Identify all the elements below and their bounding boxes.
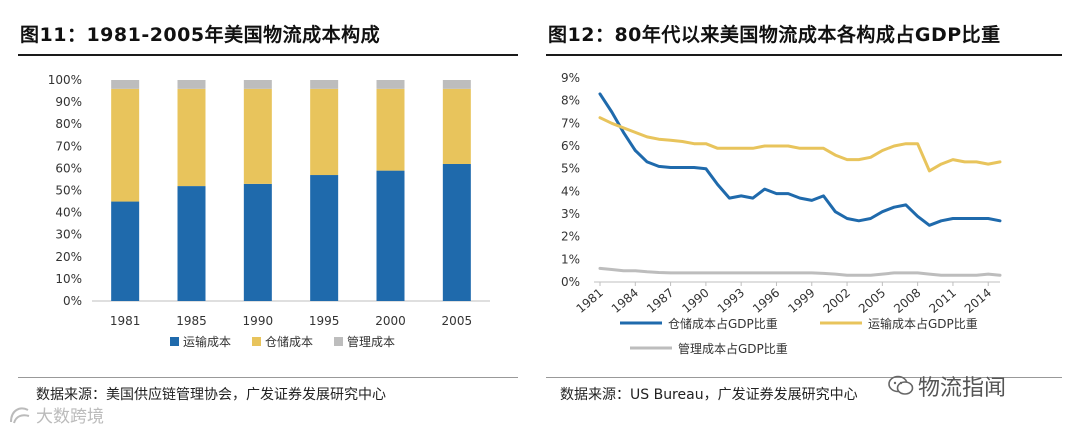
bar-segment: [442, 88, 471, 164]
x-tick-label: 1990: [243, 314, 274, 328]
y-tick-label: 3%: [561, 207, 580, 221]
legend-swatch: [252, 337, 261, 346]
legend-swatch: [170, 337, 179, 346]
x-tick-label: 1995: [309, 314, 340, 328]
x-tick-label: 1987: [644, 286, 676, 316]
y-tick-label: 1%: [561, 252, 580, 266]
chart-11-title: 图11：1981-2005年美国物流成本构成: [20, 24, 381, 46]
logo-icon: [10, 407, 30, 423]
x-tick-label: 2011: [926, 286, 958, 316]
bar-segment: [243, 88, 272, 184]
legend-label: 运输成本占GDP比重: [868, 316, 978, 331]
bar-segment: [243, 183, 272, 301]
chart-12-line: 0% 1% 2% 3% 4% 5% 6% 7% 8% 9% 1981 1984 1987 1990 1993…: [561, 71, 1002, 356]
y-tick-label: 0%: [561, 275, 580, 289]
chart-11-title-rule: [18, 54, 518, 56]
y-tick-label: 40%: [55, 206, 82, 220]
legend-label: 仓储成本: [265, 334, 313, 349]
x-tick-label: 2014: [962, 286, 994, 316]
bar-segment: [310, 80, 339, 89]
watermark-corner: 大数跨境: [8, 402, 104, 427]
x-tick-label: 1999: [785, 286, 817, 316]
bar-segment: [310, 88, 339, 176]
chart-11-source: 数据来源：美国供应链管理协会，广发证券发展研究中心: [36, 387, 386, 403]
y-tick-label: 90%: [55, 95, 82, 109]
series-line: [598, 92, 1002, 227]
x-tick-label: 1985: [176, 314, 207, 328]
bar-segment: [243, 80, 272, 89]
y-tick-label: 5%: [561, 162, 580, 176]
legend-label: 运输成本: [183, 334, 231, 349]
x-tick-label: 2005: [442, 314, 473, 328]
chart-11-stacked-bar: 0% 10% 20% 30% 40% 50% 60% 70% 80% 90% 100% 1981 198…: [48, 73, 490, 349]
bar-segment: [442, 80, 471, 89]
y-tick-label: 8%: [561, 94, 580, 108]
y-tick-label: 2%: [561, 230, 580, 244]
legend-label: 仓储成本占GDP比重: [668, 316, 778, 331]
y-tick-label: 30%: [55, 228, 82, 242]
y-tick-label: 4%: [561, 184, 580, 198]
x-tick-label: 2000: [375, 314, 406, 328]
x-tick-label: 1984: [609, 286, 641, 316]
x-tick-label: 1981: [110, 314, 141, 328]
bar-segment: [177, 80, 206, 89]
y-tick-label: 20%: [55, 250, 82, 264]
y-tick-label: 7%: [561, 116, 580, 130]
y-tick-label: 80%: [55, 117, 82, 131]
chart-12-bottom-rule: [546, 377, 1062, 378]
y-tick-label: 50%: [55, 184, 82, 198]
x-tick-label: 2002: [821, 286, 853, 316]
legend-label: 管理成本占GDP比重: [678, 341, 788, 356]
y-tick-label: 6%: [561, 139, 580, 153]
y-tick-label: 100%: [48, 73, 82, 87]
bar-segment: [442, 163, 471, 301]
bar-segment: [177, 88, 206, 187]
legend-swatch: [334, 337, 343, 346]
bar-segment: [177, 186, 206, 301]
series-line: [598, 116, 1002, 173]
chart-12-title: 图12：80年代以来美国物流成本各构成占GDP比重: [548, 24, 1001, 46]
bar-segment: [111, 201, 140, 301]
bar-segment: [376, 170, 405, 301]
watermark-corner-text: 大数跨境: [36, 407, 104, 427]
x-tick-label: 1990: [679, 286, 711, 316]
bar-segment: [111, 88, 140, 202]
x-tick-label: 2008: [891, 286, 923, 316]
x-tick-label: 1993: [715, 286, 747, 316]
chart-11-bottom-rule: [18, 377, 518, 378]
y-tick-label: 70%: [55, 139, 82, 153]
chart-12-source: 数据来源：US Bureau，广发证券发展研究中心: [560, 387, 858, 403]
y-tick-label: 10%: [55, 272, 82, 286]
bar-segment: [376, 88, 405, 171]
y-tick-label: 9%: [561, 71, 580, 85]
wechat-icon: [888, 375, 914, 395]
bar-segment: [111, 80, 140, 89]
series-line: [598, 266, 1002, 277]
y-tick-label: 0%: [63, 294, 82, 308]
x-tick-label: 1996: [750, 286, 782, 316]
x-tick-label: 1981: [574, 286, 606, 316]
bar-segment: [310, 175, 339, 301]
x-tick-label: 2005: [856, 286, 888, 316]
y-tick-label: 60%: [55, 161, 82, 175]
legend-label: 管理成本: [347, 334, 395, 349]
watermark-wechat-text: 物流指闻: [918, 376, 1007, 401]
chart-12-title-rule: [546, 54, 1062, 56]
watermark-wechat: 物流指闻: [888, 370, 1006, 402]
bar-segment: [376, 80, 405, 89]
